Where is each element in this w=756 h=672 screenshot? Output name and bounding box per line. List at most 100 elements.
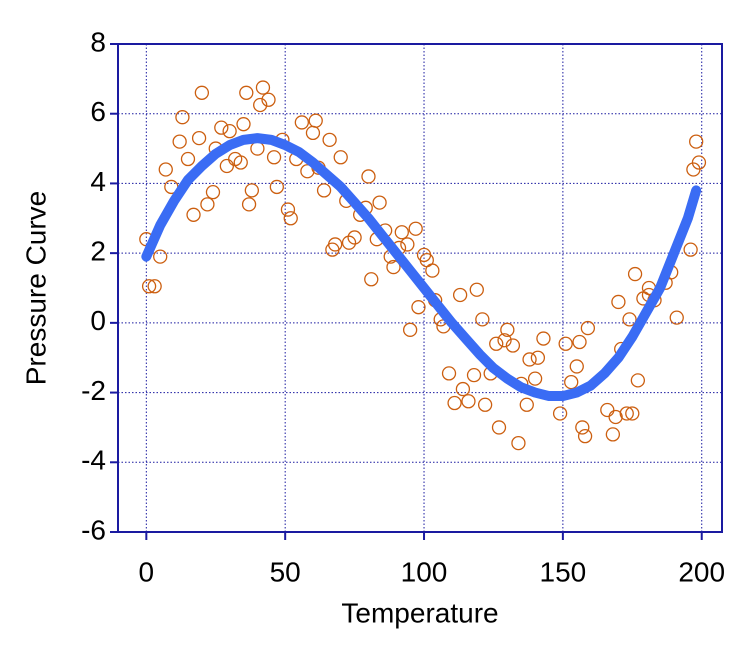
data-point <box>219 158 235 174</box>
x-tick-label: 100 <box>401 556 448 587</box>
data-point <box>244 183 260 198</box>
data-point <box>669 310 684 325</box>
data-point <box>347 230 362 245</box>
data-point <box>236 117 251 132</box>
data-point <box>269 179 284 195</box>
data-point <box>564 374 579 390</box>
data-point <box>683 242 698 257</box>
data-point <box>253 97 268 113</box>
data-point <box>294 115 309 130</box>
data-point <box>572 334 587 350</box>
data-point <box>250 141 265 156</box>
data-point <box>489 336 504 351</box>
x-tick-label: 0 <box>139 556 155 587</box>
data-point <box>469 282 484 297</box>
data-point <box>500 322 515 337</box>
data-point <box>466 367 482 383</box>
y-tick-label: 2 <box>90 236 106 267</box>
x-tick-label: 50 <box>270 556 301 587</box>
data-point <box>328 237 343 252</box>
data-point <box>522 352 537 367</box>
data-point <box>527 371 543 386</box>
data-point <box>577 428 593 444</box>
data-point <box>608 409 623 425</box>
data-point <box>308 113 323 128</box>
data-point <box>364 272 379 287</box>
data-point <box>689 134 704 149</box>
data-point <box>266 150 282 165</box>
data-point <box>205 184 221 200</box>
data-point <box>611 294 626 310</box>
y-tick-label: 6 <box>90 96 106 127</box>
y-tick-label: 8 <box>90 26 106 57</box>
data-point <box>316 183 332 198</box>
x-tick-label: 200 <box>678 556 725 587</box>
y-axis-title: Pressure Curve <box>20 191 51 386</box>
data-point <box>402 322 418 337</box>
data-point <box>255 80 271 95</box>
data-point <box>477 397 493 412</box>
data-point <box>153 249 168 264</box>
data-point <box>372 195 387 210</box>
data-point <box>691 155 707 170</box>
data-point <box>394 225 409 240</box>
data-point <box>447 395 462 411</box>
data-point <box>530 350 546 365</box>
data-point <box>175 110 190 125</box>
fit-curve <box>141 133 702 402</box>
data-point <box>400 237 415 252</box>
y-tick-label: 4 <box>90 166 106 197</box>
data-point <box>191 130 207 146</box>
data-point <box>455 381 471 397</box>
data-point <box>200 197 215 212</box>
data-point <box>475 312 490 327</box>
data-point <box>625 406 640 421</box>
data-point <box>552 406 568 421</box>
data-point <box>575 420 590 435</box>
data-point <box>505 338 521 353</box>
y-tick-label: -2 <box>81 375 106 406</box>
data-point <box>441 366 457 381</box>
data-point <box>322 132 337 148</box>
data-point <box>622 312 637 327</box>
data-point <box>147 279 162 294</box>
data-point <box>536 331 551 346</box>
data-point <box>569 359 584 374</box>
y-tick-label: -6 <box>81 514 106 545</box>
data-point <box>580 320 596 336</box>
data-point <box>600 402 615 418</box>
data-point <box>361 169 376 184</box>
data-point <box>141 279 157 294</box>
data-point <box>214 120 229 135</box>
data-point <box>497 333 512 348</box>
x-tick-label: 150 <box>540 556 587 587</box>
data-point <box>491 420 507 435</box>
data-point <box>511 435 526 451</box>
data-point <box>519 397 534 412</box>
data-point <box>261 92 276 107</box>
data-point <box>558 336 573 351</box>
data-point <box>408 221 423 236</box>
data-point <box>194 85 210 100</box>
data-point <box>452 287 468 303</box>
data-point <box>627 266 643 282</box>
data-point <box>411 300 426 315</box>
data-point <box>186 207 201 222</box>
data-point <box>386 259 401 275</box>
data-point <box>341 235 357 250</box>
data-point <box>619 406 634 421</box>
data-point <box>605 427 621 442</box>
y-tick-label: 0 <box>90 305 106 336</box>
data-point <box>630 373 646 388</box>
data-point <box>461 394 476 409</box>
data-point <box>280 202 296 217</box>
plot-frame <box>117 43 723 533</box>
data-point <box>283 211 298 226</box>
data-point <box>305 125 321 141</box>
data-point <box>425 263 440 278</box>
data-point <box>241 197 257 212</box>
y-tick-label: -4 <box>81 445 106 476</box>
data-point <box>233 155 248 170</box>
data-point <box>172 134 187 149</box>
